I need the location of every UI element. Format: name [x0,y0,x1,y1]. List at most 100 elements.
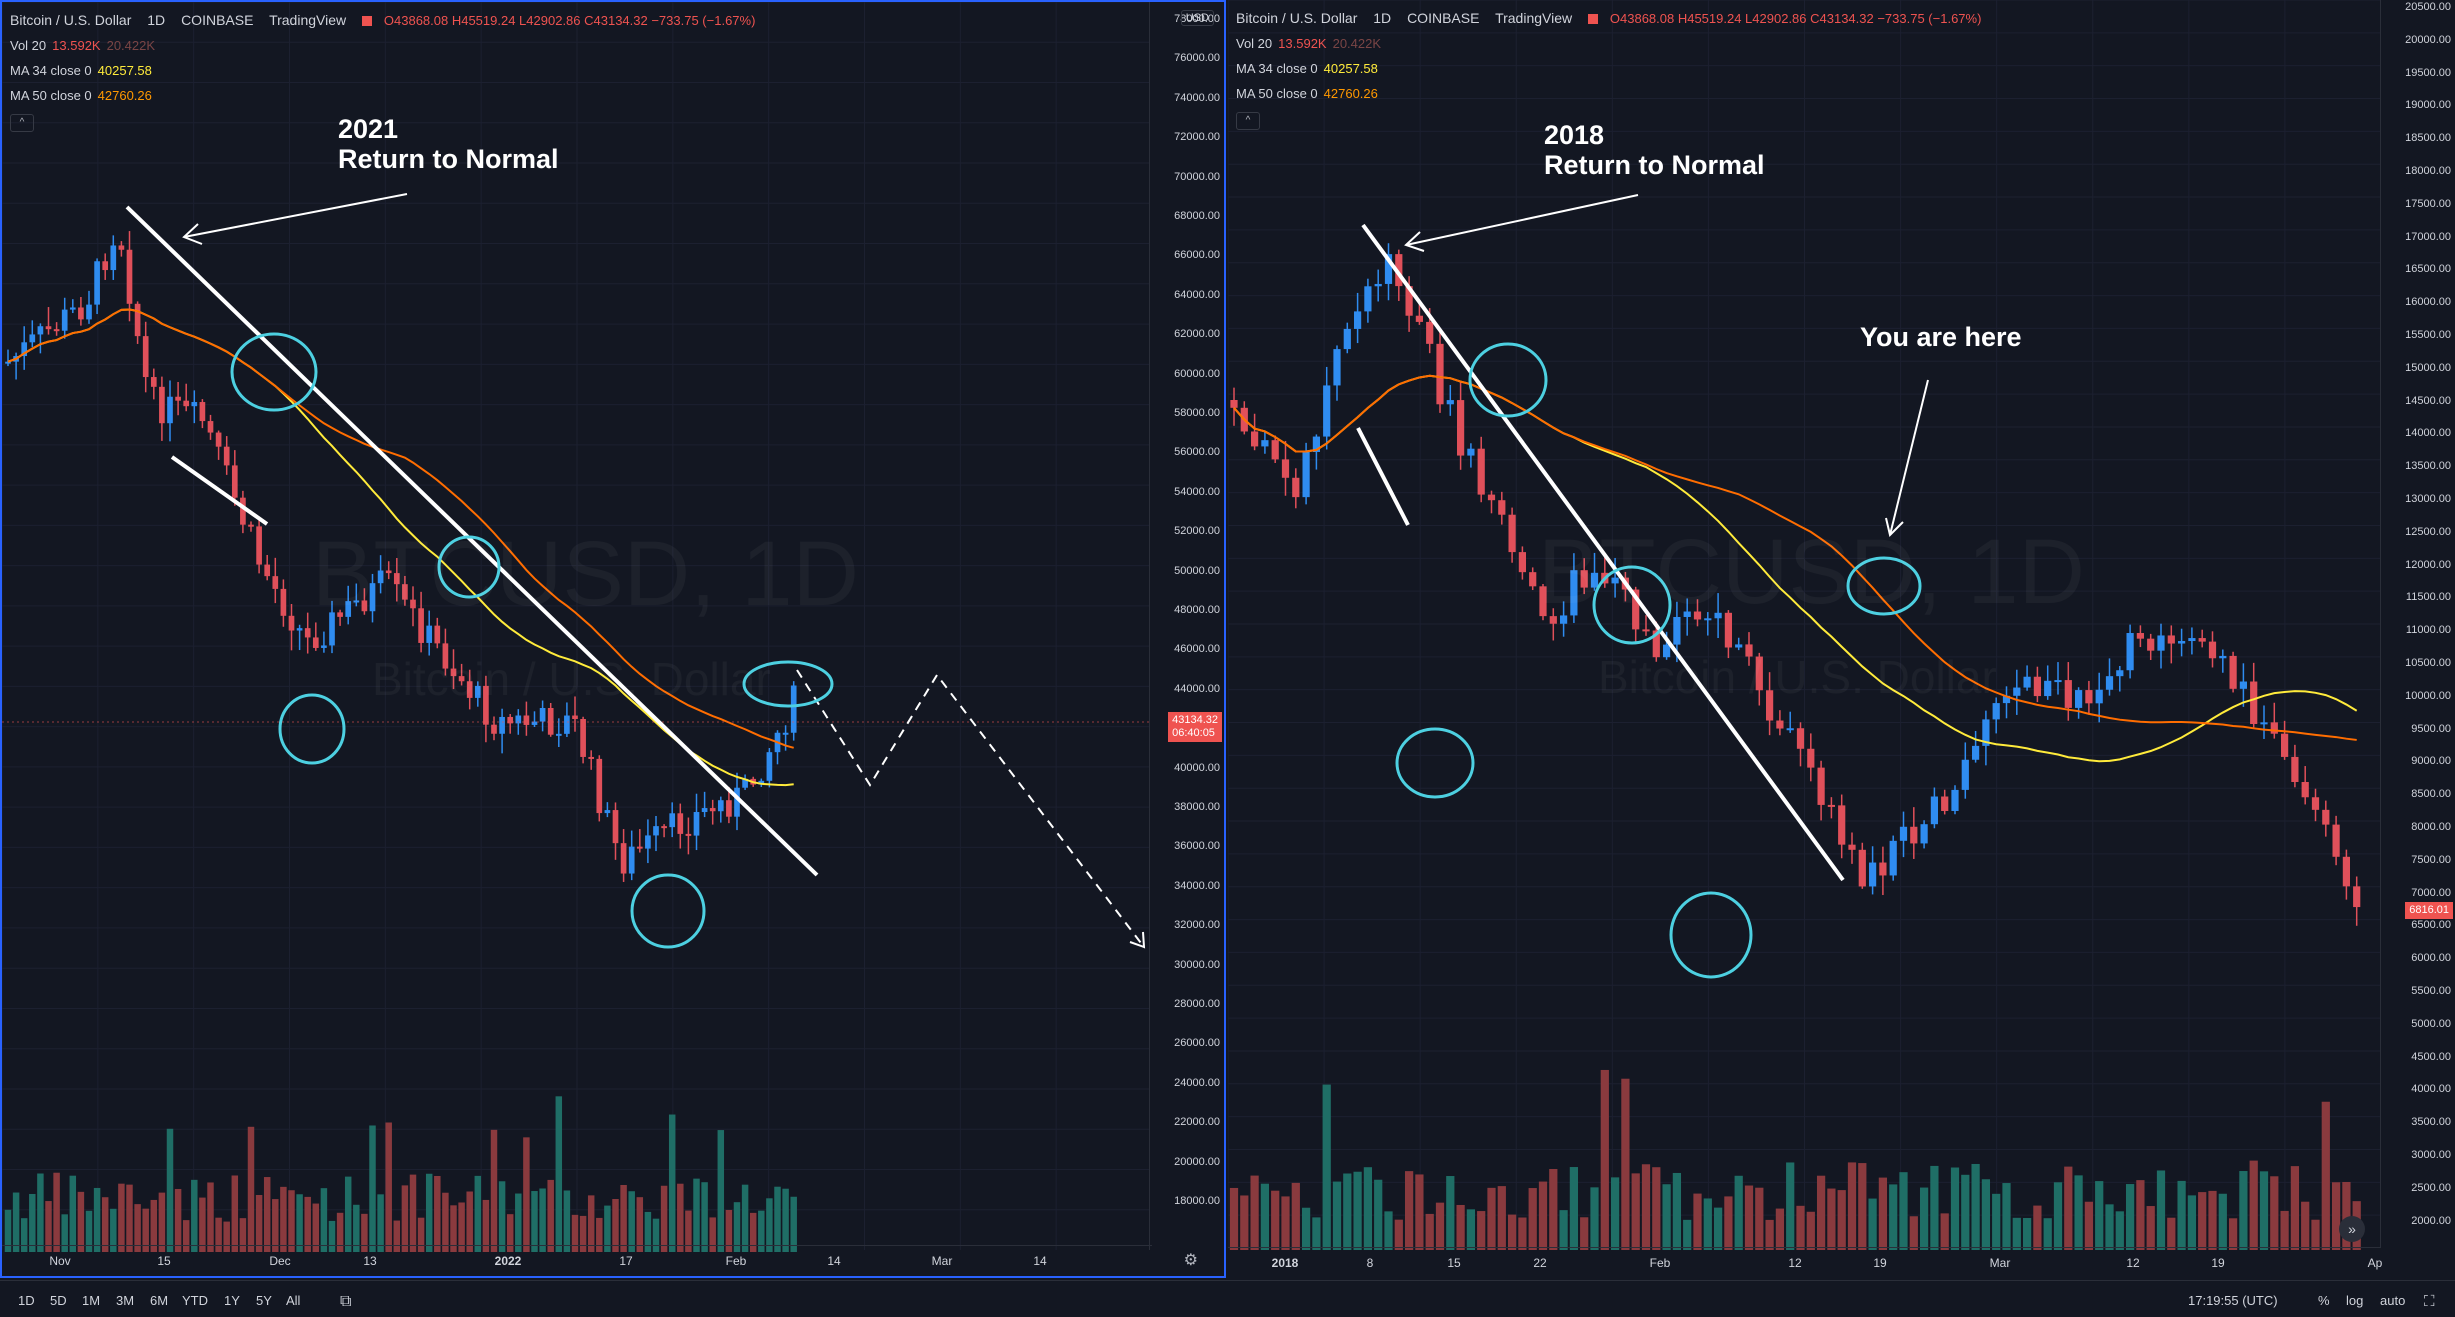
range-button-1d[interactable]: 1D [18,1293,35,1308]
candle-body [2332,824,2340,857]
volume-bar [1456,1204,1465,1250]
volume-bar [458,1202,465,1252]
volume-bar [555,1096,563,1252]
volume-bar [636,1197,644,1252]
projection-dashed [796,669,1145,948]
candle-body [69,307,76,310]
candle-body [1281,459,1290,478]
range-button-5d[interactable]: 5D [50,1293,67,1308]
log-toggle[interactable]: log [2346,1293,2364,1308]
ma50-legend[interactable]: MA 50 close 0 42760.26 [10,83,755,108]
fullscreen-icon[interactable]: ⛶ [2424,1293,2435,1310]
range-button-ytd[interactable]: YTD [182,1293,208,1308]
volume-bar [2321,1101,2330,1250]
range-button-1y[interactable]: 1Y [224,1293,240,1308]
candle-body [199,402,206,422]
volume-bar [1549,1168,1558,1250]
settings-gear-icon[interactable]: ⚙ [1183,1252,1198,1269]
candle-body [2116,670,2124,677]
time-tick: 8 [1366,1256,1374,1270]
time-axis-left[interactable]: Nov 15 Dec 13 2022 17 Feb 14 Mar 14 [2,1245,1152,1276]
candle-body [2105,676,2114,690]
volume-bar [272,1199,279,1252]
scroll-to-realtime-icon[interactable]: » [2339,1216,2365,1242]
collapse-legend-icon[interactable]: ^ [1236,112,1260,130]
ma34-legend[interactable]: MA 34 close 0 40257.58 [1236,56,1981,81]
time-axis-right[interactable]: 2018 8 15 22 Feb 12 19 Mar 12 19 Ap [1228,1247,2382,1278]
volume-bar [37,1173,44,1252]
candle-body [523,715,530,725]
currency-button[interactable]: USD [1180,10,1214,26]
candle-body [1920,824,1928,844]
volume-bar [1332,1181,1342,1250]
chart-canvas-right[interactable] [1228,0,2455,1278]
candle-body [1776,720,1784,729]
clock-time[interactable]: 17:19:55 (UTC) [2188,1293,2278,1308]
range-button-6m[interactable]: 6M [150,1293,169,1308]
candle-body [134,303,141,337]
volume-bar [2249,1160,2258,1250]
volume-bar [1353,1171,1362,1250]
chart-pane-right[interactable]: Bitcoin / U.S. Dollar 1D COINBASE Tradin… [1228,0,2455,1278]
ma34-legend[interactable]: MA 34 close 0 40257.58 [10,58,755,83]
price-tick: 9500.00 [2411,722,2451,735]
range-button-5y[interactable]: 5Y [256,1293,272,1308]
price-tick: 8500.00 [2411,788,2451,801]
percent-toggle[interactable]: % [2318,1293,2330,1308]
volume-bar [693,1178,700,1252]
candle-body [2177,641,2186,644]
vol-value: 13.592K [1278,36,1327,51]
volume-bar [304,1196,311,1252]
candle-body [1549,616,1557,624]
volume-bar [2228,1218,2238,1250]
volume-bar [1384,1211,1393,1250]
volume-bar [2084,1201,2094,1250]
volume-bar [126,1184,133,1252]
highlight-circle [230,332,318,412]
price-tick: 18000.00 [2405,165,2451,177]
candle-body [321,645,327,648]
candle-body [1467,448,1475,456]
price-tick: 2500.00 [2411,1181,2451,1194]
volume-bar [1672,1172,1682,1250]
chart-canvas-left[interactable] [2,2,1226,1278]
volume-bar [701,1182,708,1252]
goto-date-icon[interactable]: ⧉ [340,1293,352,1310]
volume-bar [1652,1167,1661,1250]
auto-toggle[interactable]: auto [2380,1293,2406,1308]
volume-bar [12,1192,20,1252]
ma34-label: MA 34 close 0 [10,63,92,78]
price-tick: 2000.00 [2411,1214,2451,1227]
ma50-legend[interactable]: MA 50 close 0 42760.26 [1236,81,1981,106]
range-button-1m[interactable]: 1M [82,1293,101,1308]
interval-label[interactable]: 1D [147,12,166,28]
flag-icon[interactable] [1588,14,1598,25]
candle-body [1714,612,1722,619]
candle-body [167,396,173,424]
volume-bar [450,1205,457,1252]
price-tick: 20000.00 [1174,1155,1220,1168]
source-label: TradingView [269,12,347,28]
volume-bar [790,1196,797,1252]
symbol-title[interactable]: Bitcoin / U.S. Dollar [10,12,132,28]
price-axis-right[interactable]: 20500.00 20000.00 19500.00 19000.00 18500.00… [2380,0,2455,1248]
range-button-3m[interactable]: 3M [116,1293,135,1308]
price-axis-left[interactable]: 78000.00 76000.00 74000.00 72000.00 70000.00… [1149,2,1224,1250]
candle-body [499,716,505,734]
vol-legend[interactable]: Vol 20 13.592K 20.422K [10,33,755,58]
symbol-title[interactable]: Bitcoin / U.S. Dollar [1236,10,1358,26]
chart-pane-left[interactable]: Bitcoin / U.S. Dollar 1D COINBASE Tradin… [0,0,1226,1278]
collapse-legend-icon[interactable]: ^ [10,114,34,132]
flag-icon[interactable] [362,16,372,27]
price-tick: 10500.00 [2405,657,2451,669]
interval-label[interactable]: 1D [1373,10,1392,26]
range-button-all[interactable]: All [286,1293,301,1308]
candle-body [1395,254,1403,287]
volume-bar [2198,1192,2207,1250]
candle-body [2167,635,2175,644]
vol-legend[interactable]: Vol 20 13.592K 20.422K [1236,31,1981,56]
volume-bar [579,1215,587,1252]
price-tick: 14000.00 [2405,427,2451,440]
candle-body [296,628,303,631]
volume-bar [709,1217,716,1252]
